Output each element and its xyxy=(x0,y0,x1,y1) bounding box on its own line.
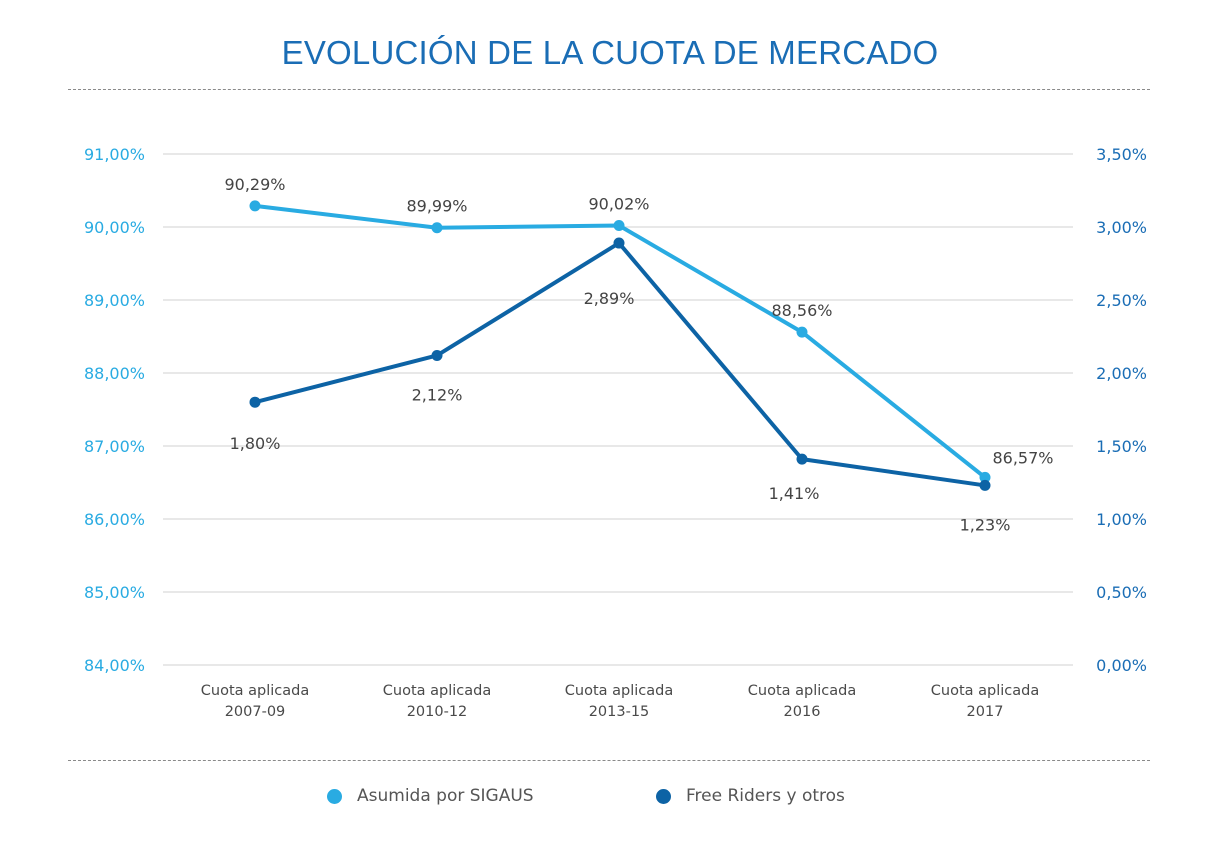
series-points xyxy=(249,200,991,491)
axis-ticks: 91,00% 90,00% 89,00% 88,00% 87,00% 86,00% 85,0… xyxy=(84,145,1147,675)
series-line-free-riders xyxy=(253,241,987,488)
right-axis-tick-label: 1,50% xyxy=(1096,437,1147,456)
right-axis-tick-label: 1,00% xyxy=(1096,510,1147,529)
category-label: Cuota aplicada xyxy=(565,683,673,699)
data-label-free-riders: 2,12% xyxy=(412,385,463,404)
left-axis-tick-label: 90,00% xyxy=(84,218,145,237)
chart-title: EVOLUCIÓN DE LA CUOTA DE MERCADO xyxy=(281,34,939,71)
category-label: 2013-15 xyxy=(589,704,650,720)
data-label-sigaus: 86,57% xyxy=(992,448,1053,467)
legend-item-free-riders: Free Riders y otros xyxy=(656,786,845,806)
data-label-sigaus: 90,02% xyxy=(588,195,649,214)
left-axis-tick-label: 85,00% xyxy=(84,583,145,602)
data-label-sigaus: 89,99% xyxy=(406,197,467,216)
legend-dot-free-riders xyxy=(656,788,671,804)
data-point-sigaus xyxy=(613,220,625,232)
right-axis-tick-label: 0,50% xyxy=(1096,583,1147,602)
legend-item-sigaus: Asumida por SIGAUS xyxy=(327,786,534,806)
data-label-sigaus: 88,56% xyxy=(771,301,832,320)
right-axis-tick-label: 0,00% xyxy=(1096,656,1147,675)
data-point-sigaus xyxy=(979,471,991,483)
top-divider xyxy=(68,89,1150,90)
data-label-free-riders: 1,80% xyxy=(230,434,281,453)
legend-dot-sigaus xyxy=(327,788,342,804)
right-axis-tick-label: 2,50% xyxy=(1096,291,1147,310)
data-point-free-riders xyxy=(979,479,991,491)
category-label: Cuota aplicada xyxy=(201,683,309,699)
category-label: 2007-09 xyxy=(225,704,286,720)
data-point-sigaus xyxy=(796,326,808,338)
data-point-free-riders xyxy=(431,349,443,361)
left-axis-tick-label: 87,00% xyxy=(84,437,145,456)
legend-label-sigaus: Asumida por SIGAUS xyxy=(357,786,534,806)
left-axis-tick-label: 91,00% xyxy=(84,145,145,164)
right-axis-tick-label: 3,00% xyxy=(1096,218,1147,237)
left-axis-tick-label: 89,00% xyxy=(84,291,145,310)
data-label-sigaus: 90,29% xyxy=(224,175,285,194)
data-point-free-riders xyxy=(613,237,625,249)
data-point-free-riders xyxy=(796,453,808,465)
left-axis-tick-label: 88,00% xyxy=(84,364,145,383)
line-chart: 91,00% 90,00% 89,00% 88,00% 87,00% 86,00% 85,0… xyxy=(84,145,1147,720)
data-point-free-riders xyxy=(249,396,261,408)
right-axis-tick-label: 3,50% xyxy=(1096,145,1147,164)
legend: Asumida por SIGAUS Free Riders y otros xyxy=(0,786,1220,810)
category-labels: Cuota aplicada 2007-09 Cuota aplicada 2010-… xyxy=(201,683,1039,720)
category-label: Cuota aplicada xyxy=(383,683,491,699)
legend-label-free-riders: Free Riders y otros xyxy=(686,786,845,806)
left-axis-tick-label: 84,00% xyxy=(84,656,145,675)
left-axis-tick-label: 86,00% xyxy=(84,510,145,529)
category-label: 2017 xyxy=(967,704,1004,720)
category-label: Cuota aplicada xyxy=(931,683,1039,699)
category-label: Cuota aplicada xyxy=(748,683,856,699)
category-label: 2010-12 xyxy=(407,704,468,720)
gridlines xyxy=(163,153,1073,666)
data-label-free-riders: 2,89% xyxy=(584,289,635,308)
data-label-free-riders: 1,23% xyxy=(960,515,1011,534)
data-point-sigaus xyxy=(431,222,443,234)
category-label: 2016 xyxy=(784,704,821,720)
data-label-free-riders: 1,41% xyxy=(769,484,820,503)
data-labels: 90,29% 89,99% 90,02% 88,56% 86,57% 1,80% 2,12%… xyxy=(224,175,1053,535)
bottom-divider xyxy=(68,760,1150,761)
right-axis-tick-label: 2,00% xyxy=(1096,364,1147,383)
data-point-sigaus xyxy=(249,200,261,212)
